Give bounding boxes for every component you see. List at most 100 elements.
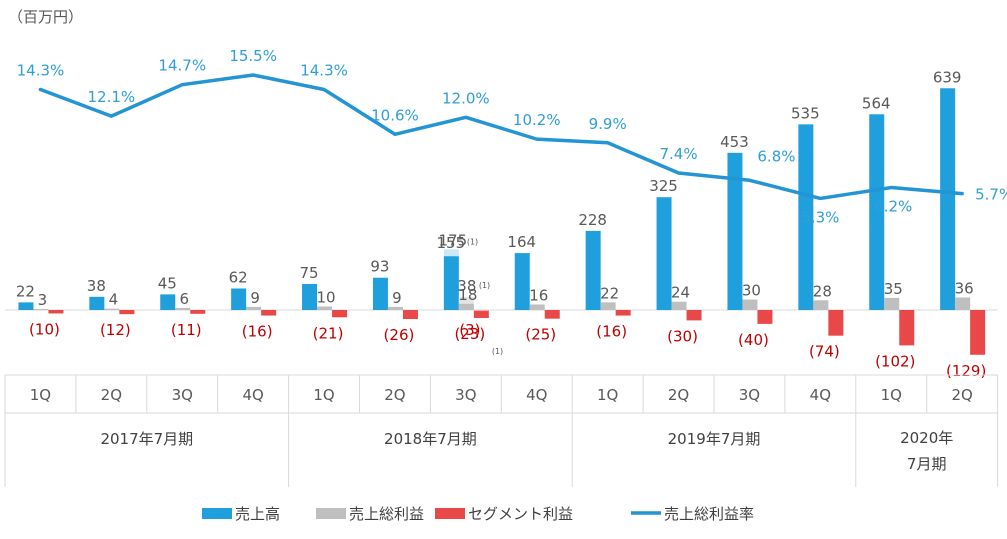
margin-label: 6.8% [757, 147, 795, 165]
fiscal-year-label: 2020年 7月期 [900, 429, 953, 473]
revenue-label: 93 [370, 258, 389, 276]
quarter-tick-label: 1Q [881, 386, 902, 404]
segment-profit-label: (16) [242, 323, 273, 341]
segment-profit-bar [261, 310, 277, 316]
gross-profit-bar [955, 297, 971, 310]
revenue-label: 228 [578, 211, 607, 229]
revenue-adjusted-label: 175 [439, 231, 468, 249]
margin-label: 12.1% [88, 88, 136, 106]
gross-profit-adjusted-label: 38 [457, 277, 476, 295]
segment-profit-bar [544, 310, 560, 319]
revenue-bar [798, 124, 814, 310]
revenue-label: 325 [649, 177, 678, 195]
segment-profit-label: (11) [171, 321, 202, 339]
gross-profit-label: 24 [671, 284, 690, 302]
segment-profit-bar [899, 310, 915, 346]
margin-line-layer: 14.3% 12.1% 14.7% 15.5% 14.3% 10.6% 12.0% 10.2%… [17, 47, 1007, 226]
segment-profit-bar [473, 311, 489, 318]
quarter-tick-label: 2Q [101, 386, 122, 404]
segment-profit-label: (26) [384, 326, 415, 344]
margin-label: 9.9% [589, 115, 627, 133]
revenue-bar [443, 256, 459, 310]
revenue-label: 38 [87, 277, 106, 295]
segment-profit-adjusted-label: (3) [459, 321, 480, 339]
segment-profit-label: (129) [946, 362, 986, 380]
revenue-label: 45 [158, 274, 177, 292]
revenue-bar [869, 114, 885, 311]
revenue-label: 22 [16, 282, 35, 300]
gross-profit-bar [600, 302, 616, 310]
bars-layer [5, 88, 998, 355]
category-axis-table: 1Q 2Q 3Q 4Q 1Q 2Q 3Q 4Q 1Q 2Q 3Q 4Q 1Q 2Q 2017年7月期 2018… [4, 374, 999, 487]
revenue-label: 62 [229, 268, 248, 286]
revenue-bar [302, 283, 318, 310]
segment-profit-bar [686, 310, 702, 321]
segment-profit-label: (10) [29, 320, 60, 338]
revenue-bar [231, 288, 247, 310]
legend-swatch [435, 508, 465, 519]
gross-profit-label: 16 [529, 286, 548, 304]
gross-profit-label: 6 [179, 290, 189, 308]
quarter-tick-label: 1Q [313, 386, 334, 404]
segment-profit-bar [828, 310, 844, 336]
segment-profit-label: (16) [596, 323, 627, 341]
gross-profit-bar [884, 297, 900, 310]
segment-profit-label: (40) [738, 331, 769, 349]
margin-label: 10.6% [371, 106, 419, 124]
revenue-bar [656, 197, 672, 310]
quarter-tick-label: 4Q [242, 386, 263, 404]
quarter-tick-label: 3Q [455, 386, 476, 404]
gross-profit-bar [33, 308, 49, 310]
margin-label: 10.2% [513, 111, 561, 129]
revenue-label: 75 [300, 264, 319, 282]
segment-profit-bar [757, 310, 773, 324]
gross-profit-bar [813, 300, 829, 310]
revenue-label: 453 [720, 133, 749, 151]
revenue-label: 164 [507, 233, 536, 251]
revenue-bar [160, 294, 176, 310]
gross-profit-label: 9 [250, 289, 260, 307]
gross-profit-bar [671, 301, 687, 310]
revenue-bar [89, 296, 105, 310]
gross-profit-bar [175, 307, 191, 310]
revenue-bar [18, 302, 34, 310]
revenue-label: 155 [437, 234, 466, 252]
gross-profit-label: 22 [600, 284, 619, 302]
quarter-tick-label: 2Q [384, 386, 405, 404]
margin-line [38, 73, 964, 201]
gross-profit-bar [387, 306, 403, 310]
gross-profit-bar [317, 306, 333, 310]
margin-label: 6.2% [874, 198, 912, 216]
gross-profit-label: 35 [884, 280, 903, 298]
legend-label: 売上総利益率 [664, 505, 754, 523]
gross-profit-label: 18 [458, 286, 477, 304]
segment-profit-bar [402, 310, 418, 320]
revenue-label: 639 [933, 68, 962, 86]
footnote-mark: (1) [492, 347, 503, 356]
revenue-bar [514, 253, 530, 310]
unit-label: （百万円） [8, 8, 83, 26]
segment-profit-label: (23) [454, 325, 485, 343]
gross-profit-label: 4 [109, 291, 119, 309]
legend: 売上高 売上総利益 セグメント利益 売上総利益率 [202, 505, 754, 523]
segment-profit-bar [615, 310, 631, 316]
gross-profit-bar [458, 303, 474, 310]
margin-label: 15.5% [229, 47, 277, 65]
gross-profit-bar [104, 308, 120, 310]
fiscal-year-label: 2018年7月期 [384, 430, 477, 448]
quarter-tick-label: 2Q [951, 386, 972, 404]
margin-label: 14.7% [158, 57, 206, 75]
margin-label: 7.4% [659, 145, 697, 163]
quarter-tick-label: 4Q [810, 386, 831, 404]
gross-profit-label: 28 [813, 282, 832, 300]
footnote-mark: (1) [467, 237, 478, 246]
segment-profit-label: (30) [667, 327, 698, 345]
segment-profit-label: (102) [875, 352, 915, 370]
revenue-bar [372, 277, 388, 310]
segment-profit-bar [190, 310, 206, 314]
legend-swatch [316, 508, 346, 519]
margin-label: 14.3% [17, 62, 65, 80]
segment-profit-bar [332, 310, 348, 318]
segment-profit-bar [48, 310, 64, 314]
